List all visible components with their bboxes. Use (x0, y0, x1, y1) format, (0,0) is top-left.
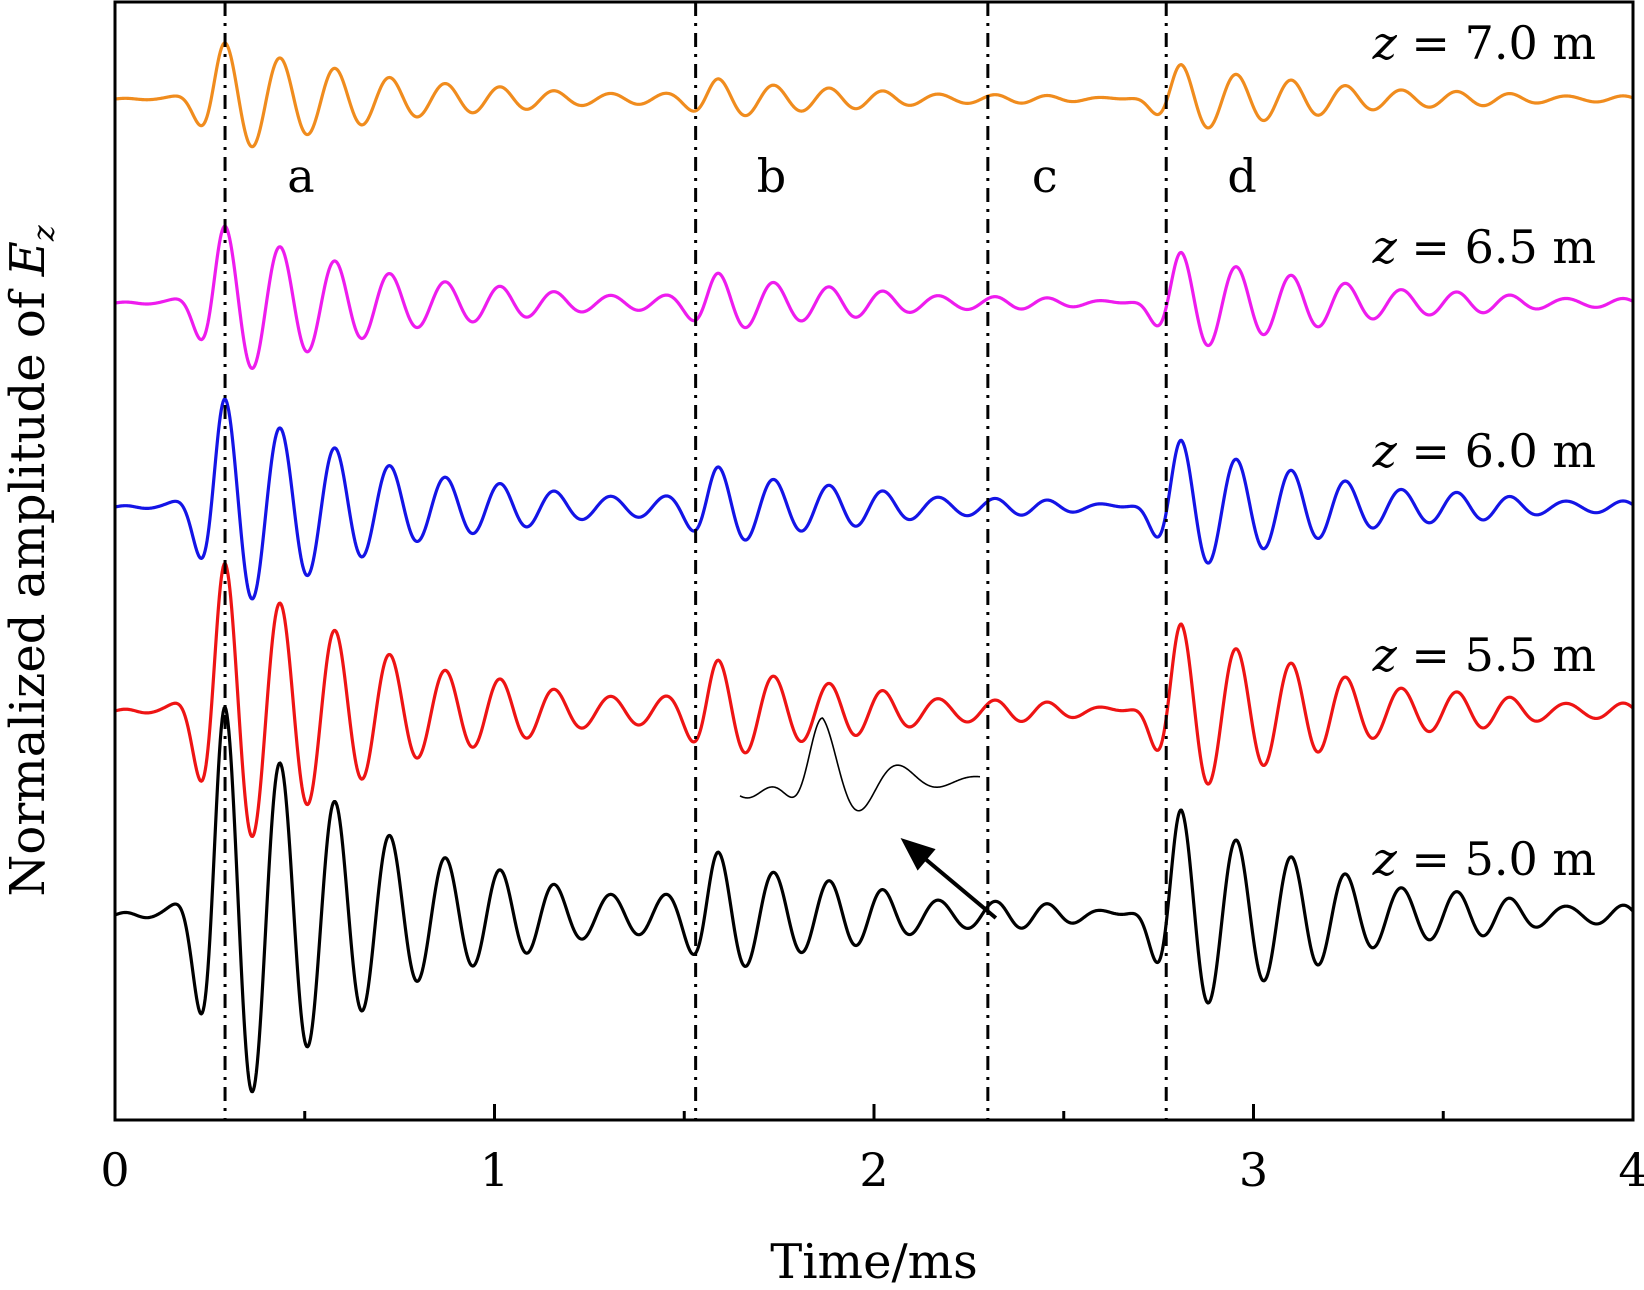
series-label-variable: z (1372, 628, 1398, 682)
x-tick-label-4: 4 (1618, 1143, 1644, 1197)
series-label-variable: z (1372, 832, 1398, 886)
x-tick-label-2: 2 (859, 1143, 888, 1197)
series-line-3 (114, 561, 1635, 838)
series-label-value: = 7.0 m (1397, 16, 1596, 70)
x-axis: 0 1 2 3 4 (100, 1104, 1644, 1197)
series-line-0 (114, 41, 1634, 149)
series-label-value: = 5.0 m (1397, 832, 1596, 886)
series-label-value: = 5.5 m (1397, 628, 1596, 682)
region-label-d: d (1227, 149, 1256, 203)
x-axis-title: Time/ms (770, 1234, 978, 1290)
x-tick-label-3: 3 (1239, 1143, 1268, 1197)
y-axis-title-text: Normalized amplitude of (0, 276, 56, 896)
inset-waveform (739, 717, 981, 812)
series-label-variable: z (1372, 424, 1398, 478)
series-layer (114, 41, 1635, 1094)
series-label-1: z = 6.5 m (1372, 220, 1596, 274)
region-label-a: a (287, 149, 314, 203)
series-line-2 (114, 397, 1634, 601)
series-label-2: z = 6.0 m (1372, 424, 1596, 478)
series-label-variable: z (1372, 220, 1398, 274)
series-label-value: = 6.5 m (1397, 220, 1596, 274)
x-tick-label-1: 1 (480, 1143, 509, 1197)
series-line-1 (114, 224, 1634, 370)
plot-frame (113, 0, 1635, 1122)
x-tick-label-0: 0 (100, 1143, 129, 1197)
region-label-b: b (757, 149, 786, 203)
vline-layer (223, 2, 1168, 1120)
y-axis-title-variable: E (0, 241, 56, 277)
series-label-4: z = 5.0 m (1372, 832, 1596, 886)
inset-annotation (739, 717, 998, 920)
series-label-0: z = 7.0 m (1372, 16, 1596, 70)
y-axis-title: Normalized amplitude of Ez (0, 225, 62, 896)
inset-arrow-head (900, 838, 936, 871)
region-label-c: c (1032, 149, 1058, 203)
series-label-3: z = 5.5 m (1372, 628, 1596, 682)
labels-layer: z = 7.0 mz = 6.5 mz = 6.0 mz = 5.5 mz = … (287, 16, 1596, 886)
y-axis-title-subscript: z (27, 225, 62, 242)
series-label-value: = 6.0 m (1397, 424, 1596, 478)
inset-arrow-shaft (913, 848, 998, 920)
series-line-4 (114, 705, 1635, 1094)
series-label-variable: z (1372, 16, 1398, 70)
